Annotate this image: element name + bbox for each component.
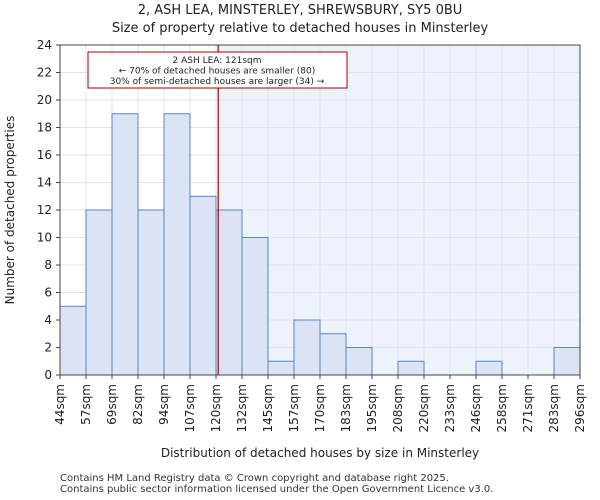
- y-axis-label: Number of detached properties: [3, 116, 17, 305]
- y-tick-label: 24: [37, 38, 52, 52]
- x-axis-label: Distribution of detached houses by size …: [161, 446, 479, 460]
- x-tick-label: 271sqm: [521, 384, 535, 432]
- x-tick-label: 195sqm: [365, 384, 379, 432]
- bar-44sqm: [59, 305, 87, 376]
- bar-246sqm: [475, 360, 503, 376]
- annotation-line1: 2 ASH LEA: 121sqm: [172, 56, 261, 66]
- bar-183sqm: [345, 347, 373, 376]
- y-tick-label: 20: [37, 93, 52, 107]
- x-tick-label: 120sqm: [209, 384, 223, 432]
- bar-170sqm: [319, 333, 347, 376]
- bar-157sqm: [293, 319, 321, 376]
- annotation-line3: 30% of semi-detached houses are larger (…: [110, 77, 325, 87]
- bar-94sqm: [163, 113, 191, 376]
- x-tick-label: 246sqm: [469, 384, 483, 432]
- x-tick-label: 183sqm: [339, 384, 353, 432]
- y-tick-label: 6: [44, 286, 52, 300]
- bar-69sqm: [111, 113, 139, 376]
- y-tick-label: 18: [37, 121, 52, 135]
- x-tick-label: 283sqm: [547, 384, 561, 432]
- footer-line-1: Contains HM Land Registry data © Crown c…: [60, 473, 449, 484]
- x-tick-label: 296sqm: [573, 384, 587, 432]
- x-tick-label: 170sqm: [313, 384, 327, 432]
- bar-82sqm: [137, 209, 165, 376]
- y-tick-label: 22: [37, 66, 52, 80]
- y-tick-label: 4: [44, 313, 52, 327]
- x-tick-label: 145sqm: [261, 384, 275, 432]
- y-tick-label: 0: [44, 368, 52, 382]
- x-tick-label: 44sqm: [53, 384, 67, 425]
- bar-283sqm: [553, 347, 581, 376]
- x-tick-label: 220sqm: [417, 384, 431, 432]
- x-tick-label: 157sqm: [287, 384, 301, 432]
- bar-145sqm: [267, 360, 295, 376]
- y-tick-label: 12: [37, 203, 52, 217]
- annotation-box: [87, 51, 348, 89]
- bar-208sqm: [397, 360, 425, 376]
- chart-subtitle: Size of property relative to detached ho…: [111, 21, 489, 36]
- x-tick-label: 82sqm: [131, 384, 145, 425]
- x-tick-label: 57sqm: [79, 384, 93, 425]
- bar-120sqm: [215, 209, 243, 376]
- y-tick-label: 8: [44, 258, 52, 272]
- x-tick-label: 233sqm: [443, 384, 457, 432]
- y-tick-label: 2: [44, 341, 52, 355]
- x-tick-label: 258sqm: [495, 384, 509, 432]
- y-tick-label: 16: [37, 148, 52, 162]
- x-tick-label: 107sqm: [183, 384, 197, 432]
- y-tick-label: 14: [37, 176, 52, 190]
- x-tick-label: 69sqm: [105, 384, 119, 425]
- y-tick-label: 10: [37, 231, 52, 245]
- bar-132sqm: [241, 237, 269, 376]
- chart-title: 2, ASH LEA, MINSTERLEY, SHREWSBURY, SY5 …: [137, 3, 463, 18]
- x-tick-label: 208sqm: [391, 384, 405, 432]
- footer-line-2: Contains public sector information licen…: [60, 484, 494, 495]
- bar-107sqm: [189, 195, 217, 376]
- x-tick-label: 132sqm: [235, 384, 249, 432]
- x-tick-label: 94sqm: [157, 384, 171, 425]
- annotation-line2: ← 70% of detached houses are smaller (80…: [119, 67, 316, 77]
- bar-57sqm: [85, 209, 113, 376]
